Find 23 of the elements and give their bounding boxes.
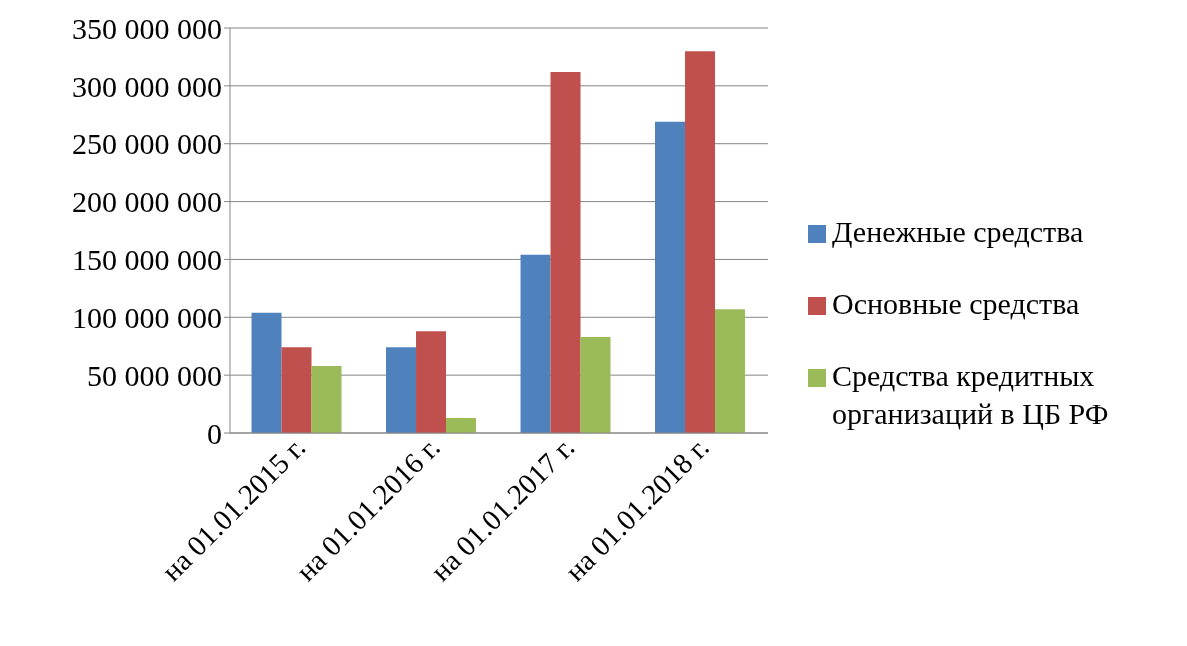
bar	[386, 347, 417, 433]
bar	[251, 312, 282, 433]
bar	[715, 309, 746, 433]
legend-label: Средства кредитных организаций в ЦБ РФ	[832, 358, 1110, 432]
y-tick-label: 200 000 000	[72, 185, 222, 219]
y-tick-label: 150 000 000	[72, 243, 222, 277]
bar	[311, 365, 342, 433]
y-tick-label: 300 000 000	[72, 69, 222, 103]
bar	[281, 347, 312, 433]
y-tick-label: 250 000 000	[72, 127, 222, 161]
legend-label: Денежные средства	[832, 214, 1084, 250]
bar	[550, 71, 581, 433]
y-tick-label: 50 000 000	[87, 358, 222, 392]
y-tick-label: 0	[207, 416, 222, 450]
bar	[580, 336, 611, 433]
bar	[520, 254, 551, 433]
y-tick-label: 100 000 000	[72, 300, 222, 334]
bar	[416, 331, 447, 433]
y-tick-label: 350 000 000	[72, 11, 222, 45]
bar	[446, 417, 477, 433]
legend-label: Основные средства	[832, 286, 1080, 322]
bar	[685, 51, 716, 433]
bar	[655, 121, 686, 433]
